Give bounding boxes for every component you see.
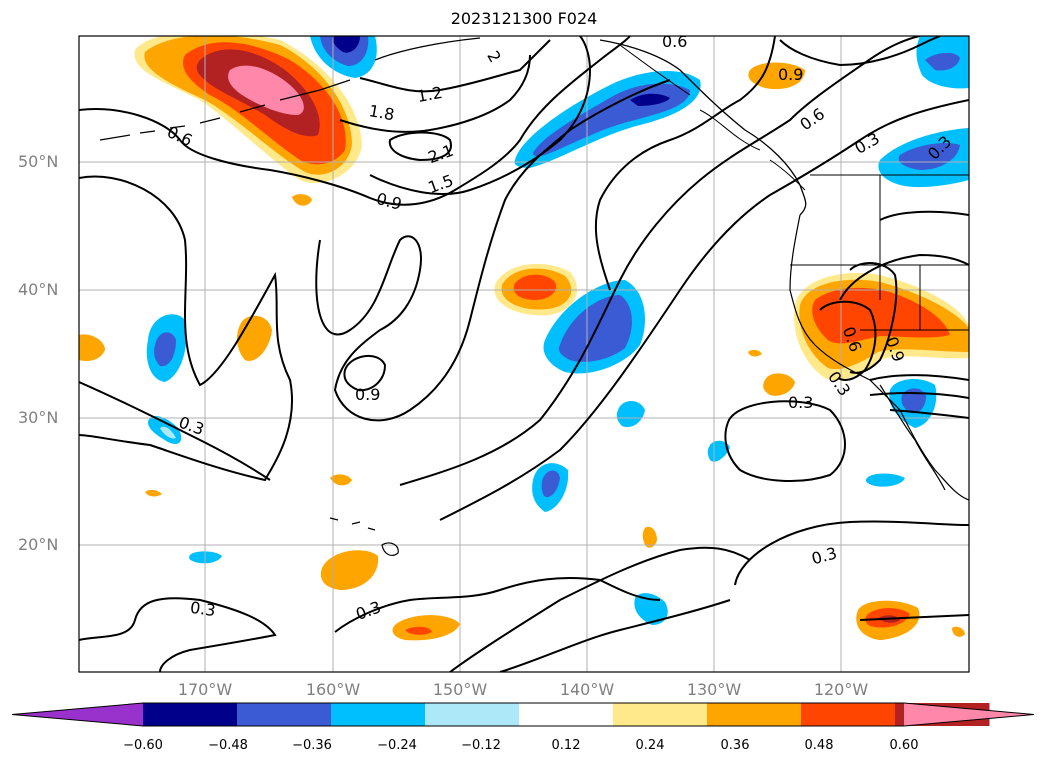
contour-label: 0.3 — [809, 543, 839, 568]
coastlines — [99, 37, 969, 556]
contour-label: 0.9 — [374, 189, 404, 214]
colorbar-tick-label: 0.60 — [889, 738, 919, 753]
colorbar-segment — [801, 703, 896, 726]
contour-label: 1.8 — [367, 101, 395, 124]
lon-label: 150°W — [432, 680, 488, 699]
lat-label: 30°N — [18, 408, 59, 427]
colorbar-segment — [519, 703, 614, 726]
contour-label: 0.3 — [189, 598, 217, 620]
colorbar-tick-label: −0.60 — [123, 738, 163, 753]
colorbar-segment — [237, 703, 332, 726]
map-title: 2023121300 F024 — [450, 9, 598, 28]
lon-label: 140°W — [559, 680, 615, 699]
colorbar-segment — [707, 703, 802, 726]
colorbar-segment — [143, 703, 238, 726]
lon-label: 160°W — [305, 680, 361, 699]
contour-label: 0.6 — [164, 122, 195, 150]
lat-label: 20°N — [18, 535, 59, 554]
colorbar-tick-label: −0.24 — [377, 738, 417, 753]
colorbar-tick-label: 0.36 — [720, 738, 750, 753]
lon-label: 120°W — [813, 680, 869, 699]
lon-label: 130°W — [686, 680, 742, 699]
colorbar-segment — [425, 703, 520, 726]
contour-label: 0.9 — [355, 385, 380, 404]
negative-anomaly-blobs — [146, 36, 969, 625]
map-frame — [78, 35, 970, 673]
colorbar — [11, 702, 1035, 727]
colorbar-tick-label: 0.24 — [635, 738, 665, 753]
contour-label: 0.3 — [353, 597, 383, 624]
colorbar-extend-high — [904, 703, 1034, 726]
colorbar-segment — [331, 703, 426, 726]
contour-label: 0.3 — [851, 129, 883, 158]
contour-label: 0.6 — [662, 32, 687, 51]
colorbar-outline — [11, 702, 1035, 727]
lat-label: 50°N — [18, 152, 59, 171]
contour-lines — [79, 36, 969, 672]
graticule — [79, 36, 969, 672]
colorbar-extend-low — [12, 703, 143, 726]
colorbar-tick-label: 0.12 — [551, 738, 581, 753]
lat-label: 40°N — [18, 280, 59, 299]
lon-label: 170°W — [177, 680, 233, 699]
contour-label: 0.3 — [788, 393, 813, 412]
contour-label: 0.9 — [778, 65, 803, 84]
colorbar-tick-label: −0.48 — [208, 738, 248, 753]
colorbar-tick-label: 0.48 — [804, 738, 834, 753]
colorbar-tick-label: −0.36 — [292, 738, 332, 753]
contour-label: 2 — [483, 47, 505, 65]
contour-label: 1.2 — [416, 83, 444, 106]
colorbar-tick-label: −0.12 — [461, 738, 501, 753]
colorbar-segment — [613, 703, 708, 726]
map-area: 0.6 1.2 1.8 2.1 1.5 0.9 2 0.6 0.9 0.6 0.… — [79, 32, 969, 672]
